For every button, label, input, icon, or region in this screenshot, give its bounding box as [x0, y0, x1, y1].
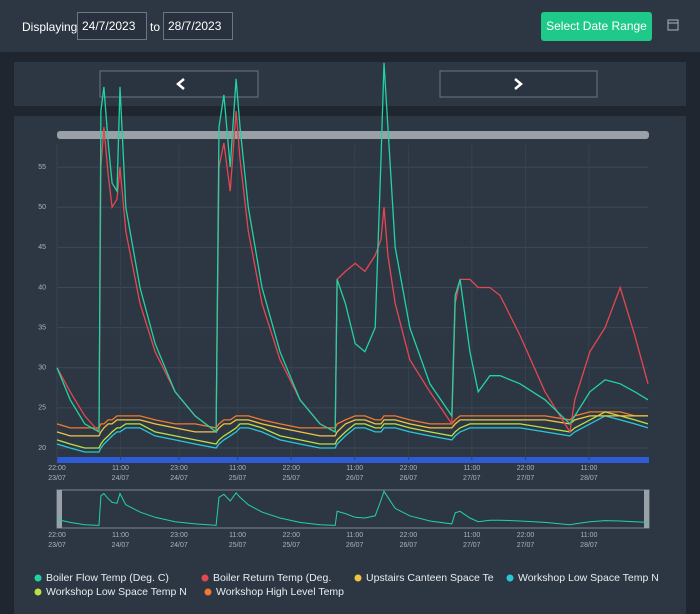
series-line	[56, 411, 648, 429]
legend-label: Boiler Flow Temp (Deg. C)	[46, 572, 169, 584]
series-line	[56, 62, 649, 434]
y-tick-label: 25	[38, 405, 46, 412]
next-icon	[514, 78, 523, 90]
legend-marker	[506, 574, 514, 582]
legend-marker	[34, 574, 42, 582]
x-tick-label: 23:00 24/07	[170, 465, 188, 482]
series-line	[56, 415, 649, 453]
y-tick-label: 55	[38, 164, 46, 171]
legend-label: Boiler Return Temp (Deg.	[213, 572, 331, 584]
legend-marker	[354, 574, 362, 582]
plot-band	[57, 457, 649, 463]
y-tick-label: 50	[38, 204, 46, 211]
from-date[interactable]: 24/7/2023	[77, 12, 147, 40]
legend-label: Upstairs Canteen Space Te	[366, 572, 494, 584]
legend-marker	[34, 588, 42, 596]
legend-label: Workshop High Level Temp	[216, 586, 344, 598]
x-tick-label: 11:00 26/07	[346, 465, 364, 482]
y-tick-label: 40	[38, 284, 46, 291]
navigator-handle[interactable]	[644, 490, 649, 528]
series-line	[56, 415, 648, 437]
prev-button[interactable]	[99, 70, 259, 98]
y-tick-label: 45	[38, 244, 46, 251]
next-button[interactable]	[439, 70, 598, 98]
x-tick-label: 22:00 23/07	[48, 465, 66, 482]
navigator-handle[interactable]	[57, 490, 62, 528]
x-tick-label: 22:00 25/07	[282, 465, 300, 482]
to-date[interactable]: 28/7/2023	[163, 12, 233, 40]
legend-marker	[201, 574, 209, 582]
x-tick-label: 11:00 28/07	[580, 465, 598, 482]
legend-label: Workshop Low Space Temp N	[518, 572, 659, 584]
x-tick-label: 22:00 23/07	[48, 532, 66, 549]
select-range-button[interactable]: Select Date Range	[541, 12, 652, 41]
x-tick-label: 11:00 27/07	[463, 532, 481, 549]
navigator-line	[56, 490, 649, 526]
prev-icon	[176, 78, 185, 90]
y-tick-label: 35	[38, 324, 46, 331]
x-tick-label: 22:00 27/07	[517, 465, 535, 482]
x-tick-label: 11:00 27/07	[463, 465, 481, 482]
to-label: to	[150, 20, 161, 34]
legend-marker	[204, 588, 212, 596]
x-tick-label: 22:00 26/07	[400, 465, 418, 482]
y-tick-label: 20	[38, 445, 46, 452]
x-tick-label: 11:00 24/07	[112, 465, 130, 482]
legend-label: Workshop Low Space Temp N	[46, 586, 187, 598]
x-tick-label: 22:00 27/07	[517, 532, 535, 549]
y-tick-label: 30	[38, 365, 46, 372]
series-line	[56, 411, 649, 449]
calendar-icon[interactable]	[667, 19, 679, 31]
x-tick-label: 11:00 25/07	[229, 532, 247, 549]
x-tick-label: 23:00 24/07	[170, 532, 188, 549]
x-tick-label: 11:00 25/07	[229, 465, 247, 482]
displaying-label: Displaying	[22, 20, 78, 34]
x-tick-label: 22:00 25/07	[282, 532, 300, 549]
x-tick-label: 11:00 24/07	[112, 532, 130, 549]
scrollbar[interactable]	[57, 131, 649, 139]
x-tick-label: 22:00 26/07	[400, 532, 418, 549]
x-tick-label: 11:00 28/07	[580, 532, 598, 549]
x-tick-label: 11:00 26/07	[346, 532, 364, 549]
